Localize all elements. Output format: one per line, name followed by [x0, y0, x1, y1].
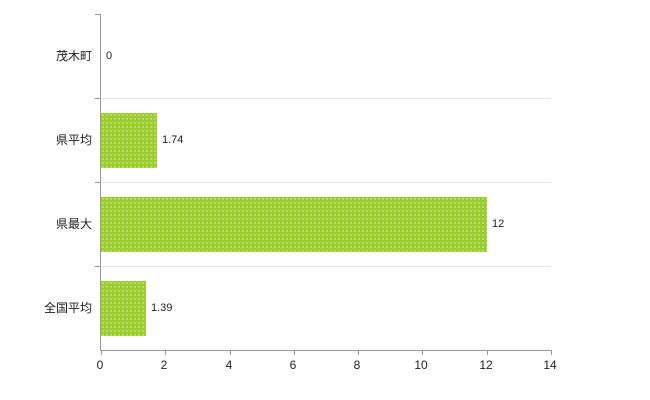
bar-value-label: 0 [106, 50, 113, 62]
y-axis-tick [95, 98, 101, 99]
bar-value-label: 1.39 [151, 302, 173, 314]
x-axis-tick-label: 10 [414, 358, 428, 372]
bar-3 [101, 281, 146, 336]
x-axis-tick-label: 12 [479, 358, 493, 372]
x-axis-tick [487, 350, 488, 355]
gridline [101, 266, 551, 267]
x-axis-tick-label: 8 [353, 358, 361, 372]
x-axis-tick [165, 350, 166, 355]
x-axis-tick-label: 14 [543, 358, 557, 372]
gridline [101, 182, 551, 183]
plot-area: 0 1.74 12 1.39 [95, 14, 552, 355]
y-axis-tick [95, 266, 101, 267]
x-axis-tick [551, 350, 552, 355]
y-axis-tick [95, 14, 101, 15]
bar-value-label: 12 [492, 218, 505, 230]
category-label: 県平均 [55, 133, 92, 147]
x-axis-tick [101, 350, 102, 355]
category-label: 茂木町 [55, 49, 92, 63]
x-axis-tick [294, 350, 295, 355]
bar-1 [101, 113, 157, 168]
category-label: 全国平均 [43, 301, 92, 315]
y-axis-tick [95, 182, 101, 183]
gridline [101, 98, 551, 99]
x-axis-tick [358, 350, 359, 355]
x-axis-tick-label: 6 [289, 358, 297, 372]
x-axis-tick-label: 0 [96, 358, 104, 372]
bar-2 [101, 197, 487, 252]
bar-value-label: 1.74 [162, 134, 184, 146]
x-axis-tick-label: 4 [225, 358, 233, 372]
x-axis-tick [230, 350, 231, 355]
x-axis-tick-label: 2 [160, 358, 168, 372]
x-axis-tick [422, 350, 423, 355]
category-label: 県最大 [55, 217, 92, 231]
